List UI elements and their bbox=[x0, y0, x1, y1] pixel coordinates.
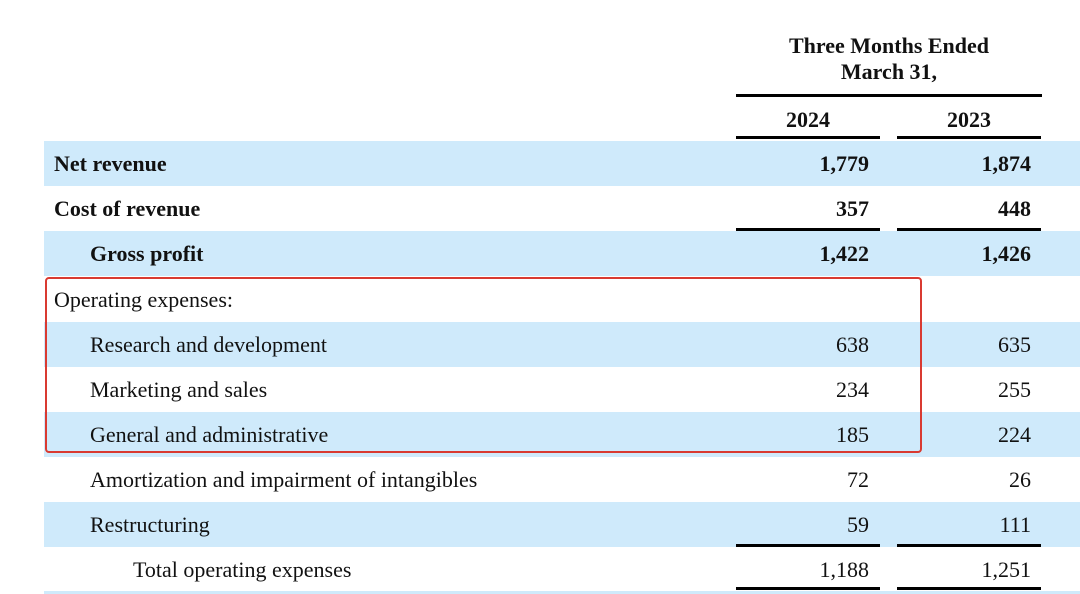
table-row-total-operating-expenses: Total operating expenses 1,188 1,251 bbox=[44, 547, 1080, 592]
column-group-title-line2: March 31, bbox=[840, 59, 938, 84]
value-2023: 1,251 bbox=[981, 557, 1032, 582]
column-group-header: Three Months Ended March 31, bbox=[736, 33, 1042, 85]
total-rule-2024 bbox=[736, 587, 880, 590]
column-rule-2023 bbox=[897, 136, 1041, 139]
value-2024: 185 bbox=[836, 422, 869, 447]
row-label: Amortization and impairment of intangibl… bbox=[90, 467, 478, 492]
value-2023: 1,874 bbox=[981, 151, 1032, 176]
table-row-research-and-development: Research and development 638 635 bbox=[44, 322, 1080, 367]
subtotal-rule-2024 bbox=[736, 544, 880, 547]
table-row-amortization-and-impairment: Amortization and impairment of intangibl… bbox=[44, 457, 1080, 502]
header-rule bbox=[736, 94, 1042, 97]
row-label: Gross profit bbox=[90, 241, 204, 266]
row-label: Research and development bbox=[90, 332, 328, 357]
row-label: Net revenue bbox=[54, 151, 167, 176]
table-row-restructuring: Restructuring 59 111 bbox=[44, 502, 1080, 547]
subtotal-rule-2024 bbox=[736, 228, 880, 231]
value-2024: 1,422 bbox=[819, 241, 870, 266]
row-label: Operating expenses: bbox=[54, 287, 233, 312]
value-2023: 111 bbox=[999, 512, 1031, 537]
table-row-partial bbox=[44, 591, 1080, 594]
table-row-gross-profit: Gross profit 1,422 1,426 bbox=[44, 231, 1080, 276]
value-2023: 1,426 bbox=[981, 241, 1032, 266]
row-label: Marketing and sales bbox=[90, 377, 268, 402]
table-row-net-revenue: Net revenue 1,779 1,874 bbox=[44, 141, 1080, 186]
subtotal-rule-2023 bbox=[897, 228, 1041, 231]
row-label: General and administrative bbox=[90, 422, 329, 447]
column-rule-2024 bbox=[736, 136, 880, 139]
value-2023: 26 bbox=[1009, 467, 1031, 492]
value-2023: 255 bbox=[998, 377, 1031, 402]
value-2023: 224 bbox=[998, 422, 1031, 447]
table-row-marketing-and-sales: Marketing and sales 234 255 bbox=[44, 367, 1080, 412]
row-label: Restructuring bbox=[90, 512, 210, 537]
total-rule-2023 bbox=[897, 587, 1041, 590]
value-2023: 448 bbox=[998, 196, 1031, 221]
value-2024: 234 bbox=[836, 377, 869, 402]
table-row-operating-expenses-header: Operating expenses: bbox=[44, 277, 1080, 322]
row-label: Total operating expenses bbox=[133, 557, 352, 582]
column-header-2024: 2024 bbox=[786, 107, 830, 132]
value-2024: 1,779 bbox=[819, 151, 870, 176]
value-2024: 638 bbox=[836, 332, 869, 357]
value-2024: 357 bbox=[836, 196, 869, 221]
value-2024: 72 bbox=[847, 467, 869, 492]
column-group-title-line1: Three Months Ended bbox=[788, 33, 990, 58]
table-row-general-and-administrative: General and administrative 185 224 bbox=[44, 412, 1080, 457]
value-2024: 59 bbox=[847, 512, 869, 537]
value-2024: 1,188 bbox=[819, 557, 870, 582]
value-2023: 635 bbox=[998, 332, 1031, 357]
subtotal-rule-2023 bbox=[897, 544, 1041, 547]
table-row-cost-of-revenue: Cost of revenue 357 448 bbox=[44, 186, 1080, 231]
row-label: Cost of revenue bbox=[54, 196, 201, 221]
highlight-box bbox=[45, 277, 922, 453]
column-header-2023: 2023 bbox=[947, 107, 991, 132]
